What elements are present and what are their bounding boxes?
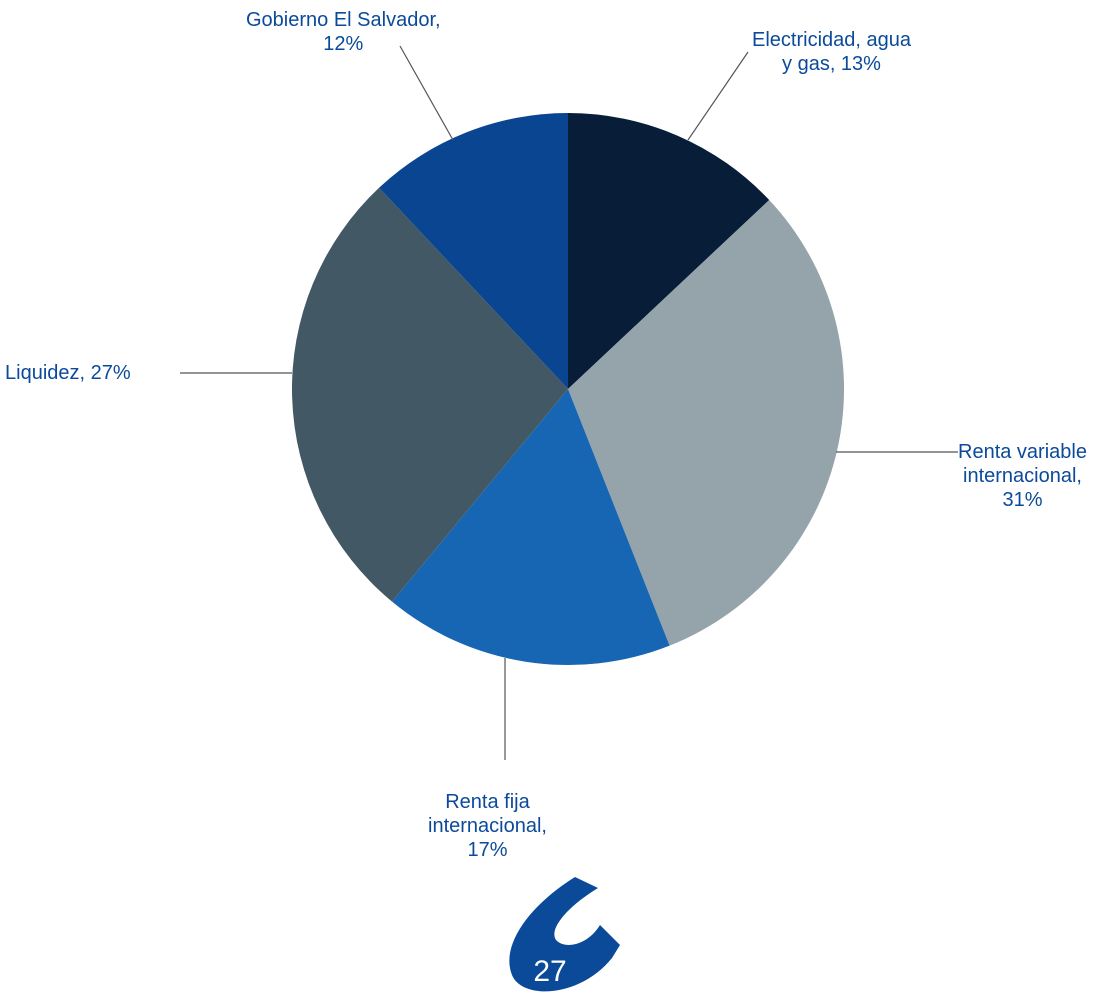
slice-label-electricidad: Electricidad, agua y gas, 13% <box>752 29 911 75</box>
pie-slices <box>291 113 845 666</box>
pie-slice-electricidad <box>568 113 770 389</box>
slice-label-renta-fija: Renta fija internacional, 17% <box>428 791 547 861</box>
slice-label-liquidez: Liquidez, 27% <box>5 362 131 384</box>
slice-label-renta-variable: Renta variable internacional, 31% <box>958 441 1087 511</box>
leader-line-gobierno <box>399 45 454 141</box>
pie-slice-renta-variable <box>568 200 845 646</box>
page-number: 27 <box>533 955 567 988</box>
leader-line-electricidad <box>687 51 749 141</box>
pie-slice-renta-fija <box>392 389 670 666</box>
pie-slice-gobierno <box>379 113 568 389</box>
leader-lines <box>180 45 958 760</box>
pie-slice-liquidez <box>291 187 568 602</box>
brand-c-logo-icon <box>509 877 620 992</box>
slice-label-gobierno: Gobierno El Salvador, 12% <box>246 9 441 55</box>
